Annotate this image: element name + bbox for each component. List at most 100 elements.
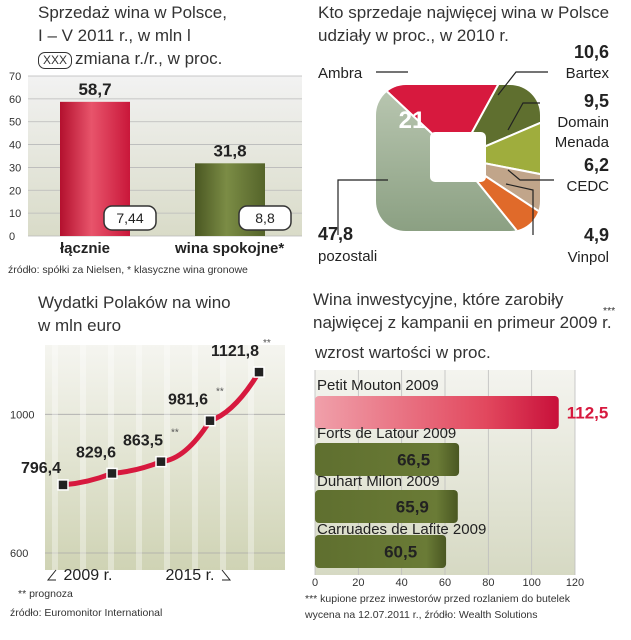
change-value-label: 7,44: [116, 210, 143, 226]
change-legend-box: XXX: [38, 52, 73, 69]
forecast-mark: **: [263, 338, 271, 349]
data-point: [253, 366, 265, 378]
sales-title-line2: I – V 2011 r., w mln l: [38, 26, 191, 45]
point-value-label: 796,4: [21, 460, 61, 477]
investment-bar-chart: 0 20 40 60 80 100 120 Petit Mouton 2009 112,5 Fo…: [312, 370, 609, 589]
sales-source: źródło: spółki za Nielsen, * klasyczne w…: [8, 264, 248, 276]
y-tick-label: 20: [9, 185, 21, 197]
bar-category-label: Carruades de Lafite 2009: [317, 521, 486, 538]
bar-category-label: Forts de Latour 2009: [317, 425, 456, 442]
slice-value-label: 47,8: [318, 224, 353, 244]
change-legend-label: zmiana r./r., w proc.: [75, 49, 223, 68]
slice-value-label: 9,5: [584, 91, 609, 111]
slice-value-label: 21: [399, 107, 426, 134]
leader-line: [337, 179, 388, 235]
slice-name-label: pozostali: [318, 248, 377, 265]
bar: [315, 396, 559, 429]
bar-value-label: 60,5: [384, 543, 417, 562]
spending-title-line1: Wydatki Polaków na wino: [38, 293, 231, 312]
slice-name-label: Domain: [557, 114, 609, 131]
share-donut-chart: 21 Ambra 10,6 Bartex 9,5 Domain Menada 6,2 CEDC 4…: [318, 42, 610, 266]
x-tick-label: 20: [352, 577, 364, 589]
slice-value-label: 6,2: [584, 155, 609, 175]
point-value-label: 863,5: [123, 433, 163, 450]
data-point: [155, 455, 167, 468]
share-slice: [455, 85, 540, 161]
investment-title-mark: ***: [603, 305, 616, 317]
spending-line-chart: 600 1000 2009 r. 2015 r. 796,4 829,6 863,5 ** 9…: [10, 338, 285, 584]
sales-legend: XXX zmiana r./r., w proc.: [38, 49, 222, 69]
x-tick-label: 40: [396, 577, 408, 589]
share-title-line2: udziały w proc., w 2010 r.: [318, 26, 509, 45]
sales-panel: Sprzedaż wina w Polsce, I – V 2011 r., w…: [0, 0, 305, 290]
slice-name-label: Vinpol: [568, 249, 609, 266]
donut-hole: [430, 132, 486, 182]
share-slice: [457, 157, 540, 225]
slice-name-label: Menada: [555, 134, 610, 151]
investment-footnote-line2: wycena na 12.07.2011 r., źródło: Wealth …: [305, 609, 538, 621]
sales-title-line1: Sprzedaż wina w Polsce,: [38, 3, 227, 22]
x-tick-label: 0: [312, 577, 318, 589]
bar-value-label: 58,7: [78, 80, 111, 99]
y-tick-label: 10: [9, 208, 21, 220]
spending-panel: Wydatki Polaków na wino w mln euro 600 10…: [0, 290, 305, 640]
bar-value-label: 31,8: [213, 141, 246, 160]
share-title-line1: Kto sprzedaje najwięcej wina w Polsce: [318, 3, 610, 22]
y-tick-label: 60: [9, 94, 21, 106]
change-badge: [238, 205, 292, 231]
bar-category-label: Petit Mouton 2009: [317, 377, 439, 394]
investment-panel: Wina inwestycyjne, które zarobiły najwię…: [305, 290, 631, 640]
share-slice: [376, 85, 517, 160]
category-label-still-wines: wina spokojne*: [175, 240, 285, 257]
y-tick-label: 30: [9, 162, 21, 174]
y-tick-label: 0: [9, 231, 15, 243]
leader-line: [505, 183, 534, 235]
y-tick-label: 1000: [10, 409, 34, 421]
bar: [315, 443, 460, 476]
forecast-mark: **: [171, 428, 179, 439]
x-tick-label: 80: [482, 577, 494, 589]
slice-value-label: 4,9: [584, 225, 609, 245]
category-label-total: łącznie: [60, 240, 111, 257]
leader-line: [507, 102, 540, 131]
point-value-label: 1121,8: [211, 343, 259, 360]
leader-line: [507, 169, 554, 181]
forecast-footnote: ** prognoza: [18, 588, 73, 600]
bar-category-label: Duhart Milon 2009: [317, 473, 440, 490]
change-value-label: 8,8: [255, 210, 275, 226]
bar: [315, 535, 447, 568]
point-value-label: 981,6: [168, 392, 208, 409]
y-tick-label: 40: [9, 140, 21, 152]
data-point: [57, 479, 69, 491]
slice-name-label: CEDC: [566, 178, 609, 195]
x-tick-label: 120: [566, 577, 584, 589]
investment-title-line2: najwięcej z kampanii en primeur 2009 r.: [313, 313, 612, 332]
share-panel: Kto sprzedaje najwięcej wina w Polsce ud…: [308, 0, 631, 290]
bar: [315, 490, 458, 523]
spending-title-line2: w mln euro: [38, 316, 122, 335]
bar-value-label: 65,9: [396, 498, 429, 517]
y-tick-label: 50: [9, 117, 21, 129]
data-point: [106, 467, 118, 480]
sales-bar-chart: 0 10 20 30 40 50 60 70 58,7 7,44 31,8 8,8: [9, 71, 302, 243]
x-tick-label: 60: [439, 577, 451, 589]
x-tick-label: 100: [522, 577, 540, 589]
x-tick-label: 2015 r.: [166, 567, 215, 584]
y-tick-label: 70: [9, 71, 21, 83]
investment-footnote-line1: *** kupione przez inwestorów przed rozla…: [305, 593, 570, 605]
axis-bracket: [221, 569, 232, 581]
data-point: [204, 414, 216, 427]
investment-title-line1: Wina inwestycyjne, które zarobiły: [313, 290, 564, 309]
y-tick-label: 600: [10, 548, 28, 560]
leader-line: [497, 71, 548, 96]
bar-value-label: 112,5: [567, 404, 609, 423]
slice-name-label: Bartex: [566, 65, 610, 82]
slice-name-label: Ambra: [318, 65, 363, 82]
axis-bracket: [46, 569, 57, 581]
x-tick-label: 2009 r.: [64, 567, 113, 584]
slice-value-label: 10,6: [574, 42, 609, 62]
bar-value-label: 66,5: [397, 451, 430, 470]
forecast-mark: **: [216, 387, 224, 398]
spending-source: źródło: Euromonitor International: [10, 607, 163, 619]
investment-subtitle: wzrost wartości w proc.: [315, 343, 491, 362]
